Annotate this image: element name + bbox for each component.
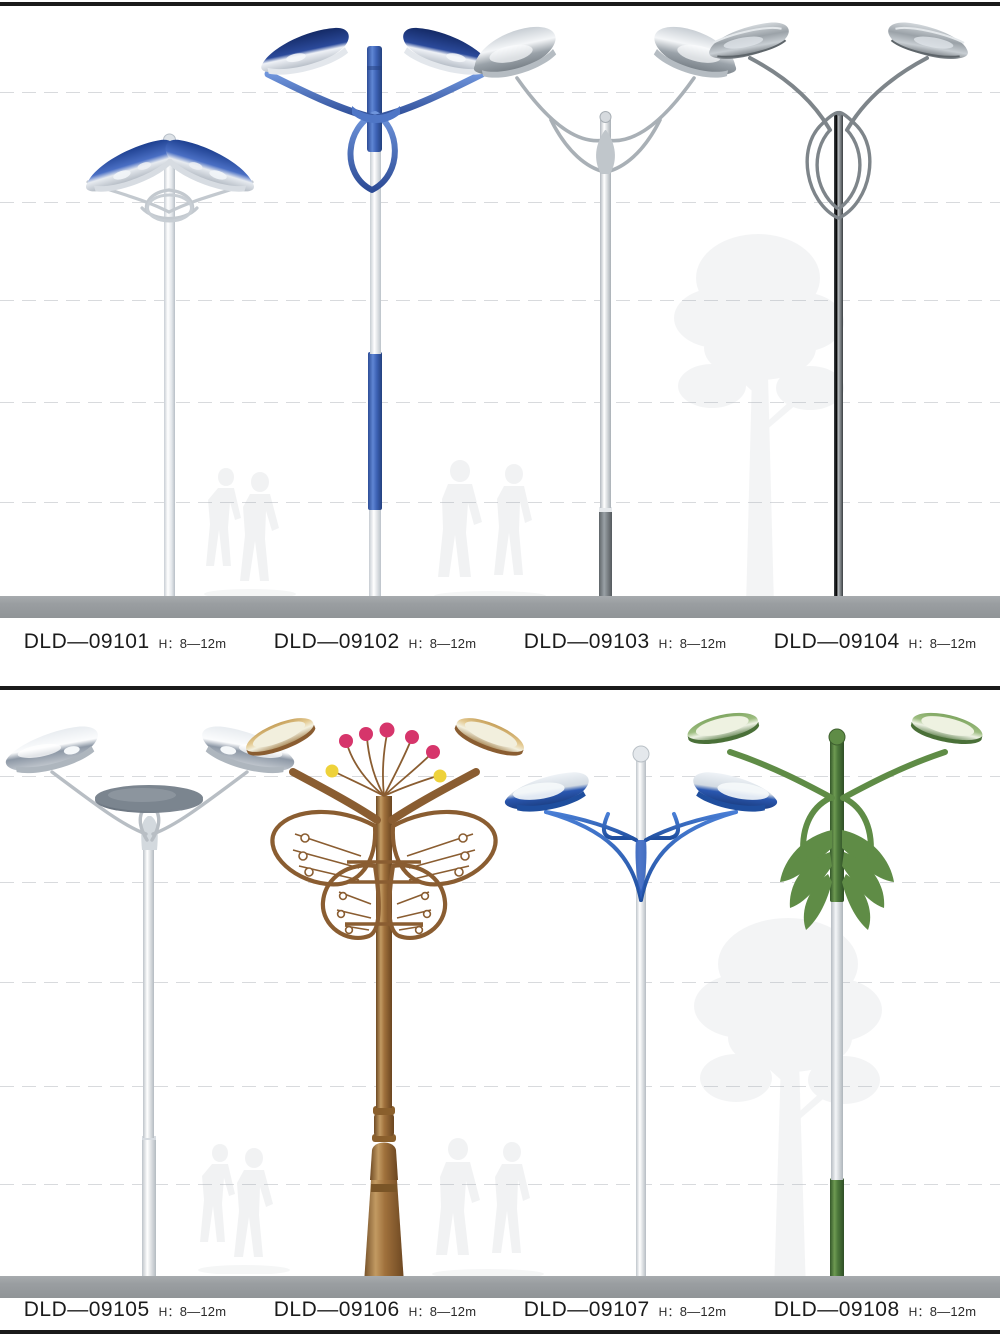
product-figure-dld-09104 — [690, 22, 990, 618]
caption-dld-09103: DLD—09103 H：8—12m — [500, 630, 750, 670]
ground-bar — [0, 1276, 1000, 1298]
height-value: 8—12m — [679, 636, 727, 651]
model-label: DLD—09106 — [273, 1298, 400, 1321]
model-label: DLD—09101 — [23, 630, 150, 653]
height-spec: H：8—12m — [909, 635, 977, 652]
gridline — [0, 300, 1000, 301]
model-label: DLD—09103 — [523, 630, 650, 653]
caption-dld-09102: DLD—09102 H：8—12m — [250, 630, 500, 670]
height-value: 8—12m — [929, 636, 977, 651]
height-value: 8—12m — [929, 1304, 977, 1319]
height-value: 8—12m — [429, 1304, 477, 1319]
product-stage-bottom — [0, 694, 1000, 1298]
model-label: DLD—09108 — [773, 1298, 900, 1321]
caption-row-top: DLD—09101 H：8—12m DLD—09102 H：8—12m DLD—… — [0, 630, 1000, 670]
model-label: DLD—09104 — [773, 630, 900, 653]
height-spec: H：8—12m — [659, 1303, 727, 1320]
height-spec: H：8—12m — [659, 635, 727, 652]
height-prefix: H： — [908, 1305, 930, 1319]
product-figure-dld-09103 — [455, 22, 755, 618]
height-prefix: H： — [658, 1305, 680, 1319]
caption-dld-09101: DLD—09101 H：8—12m — [0, 630, 250, 670]
product-figure-dld-09105 — [0, 710, 310, 1298]
height-prefix: H： — [158, 637, 180, 651]
height-prefix: H： — [158, 1305, 180, 1319]
caption-dld-09107: DLD—09107 H：8—12m — [500, 1298, 750, 1334]
model-label: DLD—09105 — [23, 1298, 150, 1321]
height-value: 8—12m — [179, 636, 227, 651]
gridline — [0, 776, 1000, 777]
height-value: 8—12m — [179, 1304, 227, 1319]
model-label: DLD—09102 — [273, 630, 400, 653]
height-value: 8—12m — [679, 1304, 727, 1319]
top-border-rule — [0, 2, 1000, 6]
gridline — [0, 92, 1000, 93]
caption-dld-09105: DLD—09105 H：8—12m — [0, 1298, 250, 1334]
product-figure-dld-09108 — [680, 710, 990, 1298]
gridline — [0, 1184, 1000, 1185]
height-prefix: H： — [908, 637, 930, 651]
height-prefix: H： — [408, 637, 430, 651]
height-spec: H：8—12m — [159, 1303, 227, 1320]
product-figure-dld-09107 — [490, 710, 790, 1298]
height-spec: H：8—12m — [409, 1303, 477, 1320]
height-spec: H：8—12m — [409, 635, 477, 652]
height-prefix: H： — [658, 637, 680, 651]
caption-dld-09108: DLD—09108 H：8—12m — [750, 1298, 1000, 1334]
height-value: 8—12m — [429, 636, 477, 651]
caption-dld-09104: DLD—09104 H：8—12m — [750, 630, 1000, 670]
caption-row-bottom: DLD—09105 H：8—12m DLD—09106 H：8—12m DLD—… — [0, 1298, 1000, 1334]
gridline — [0, 1086, 1000, 1087]
gridline — [0, 502, 1000, 503]
gridline — [0, 202, 1000, 203]
model-label: DLD—09107 — [523, 1298, 650, 1321]
ground-bar — [0, 596, 1000, 618]
product-figure-dld-09101 — [0, 22, 332, 618]
height-spec: H：8—12m — [909, 1303, 977, 1320]
panel-divider-rule — [0, 686, 1000, 690]
gridline — [0, 402, 1000, 403]
product-figure-dld-09102 — [220, 22, 530, 618]
product-stage-top — [0, 6, 1000, 618]
height-prefix: H： — [408, 1305, 430, 1319]
gridline — [0, 882, 1000, 883]
product-figure-dld-09106 — [235, 710, 535, 1298]
bottom-border-rule — [0, 1330, 1000, 1334]
caption-dld-09106: DLD—09106 H：8—12m — [250, 1298, 500, 1334]
gridline — [0, 982, 1000, 983]
height-spec: H：8—12m — [159, 635, 227, 652]
